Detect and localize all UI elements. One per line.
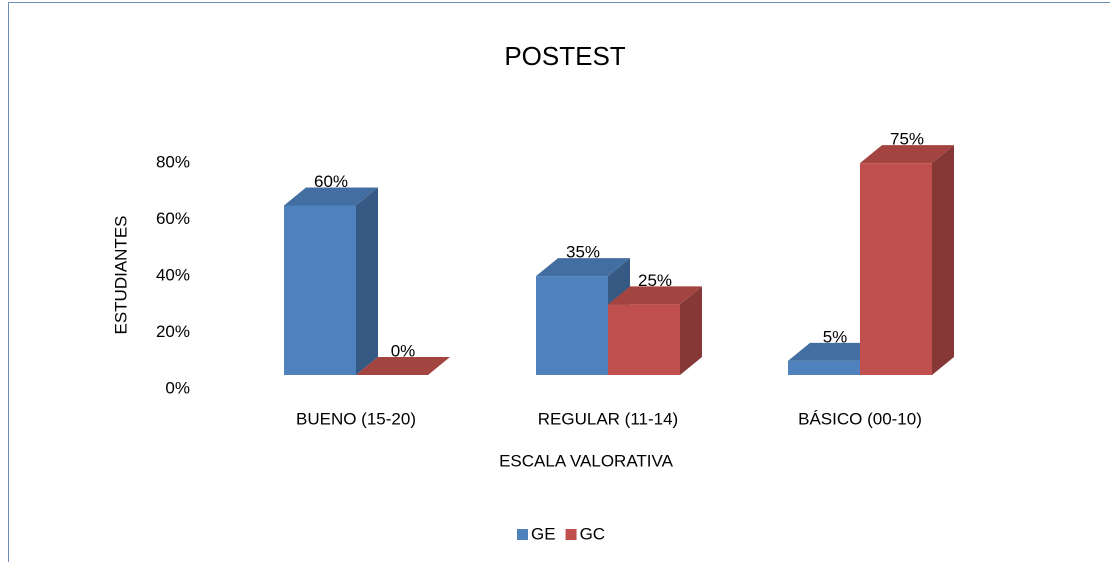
legend-label: GC	[580, 524, 606, 543]
data-label: 60%	[314, 172, 348, 191]
legend-swatch	[565, 529, 577, 540]
bar-front	[860, 163, 932, 375]
bar-top	[536, 258, 630, 277]
bar-front	[608, 304, 680, 375]
data-label: 5%	[823, 327, 848, 346]
bar-side	[356, 187, 378, 375]
y-tick-label: 40%	[156, 265, 190, 284]
x-axis-label: ESCALA VALORATIVA	[499, 451, 674, 470]
bar-top	[356, 357, 450, 375]
bar	[608, 286, 702, 375]
bar-front	[284, 205, 356, 375]
chart-title: POSTEST	[504, 41, 625, 71]
x-tick-label: REGULAR (11-14)	[538, 409, 678, 428]
chart-border	[8, 2, 1110, 562]
bar	[860, 145, 954, 375]
y-tick-label: 20%	[156, 322, 190, 341]
bar-side	[680, 286, 702, 375]
bar-top	[284, 187, 378, 206]
data-label: 35%	[566, 243, 600, 262]
data-label: 25%	[638, 271, 672, 290]
bar	[284, 187, 378, 375]
bar-front	[788, 360, 860, 375]
bar-top	[788, 342, 882, 361]
bar-front	[536, 276, 608, 375]
legend-label: GE	[531, 524, 556, 543]
bar	[356, 357, 450, 375]
x-tick-label: BÁSICO (00-10)	[798, 409, 922, 428]
y-axis-label: ESTUDIANTES	[111, 215, 130, 334]
y-tick-label: 0%	[165, 378, 190, 397]
legend-swatch	[517, 529, 528, 540]
x-tick-label: BUENO (15-20)	[296, 409, 416, 428]
data-label: 75%	[890, 130, 924, 149]
bar-top	[860, 145, 954, 164]
bar-top	[608, 286, 702, 305]
bar-side	[932, 145, 954, 375]
y-tick-label: 60%	[156, 209, 190, 228]
y-tick-label: 80%	[156, 152, 190, 171]
data-label: 0%	[391, 341, 416, 360]
